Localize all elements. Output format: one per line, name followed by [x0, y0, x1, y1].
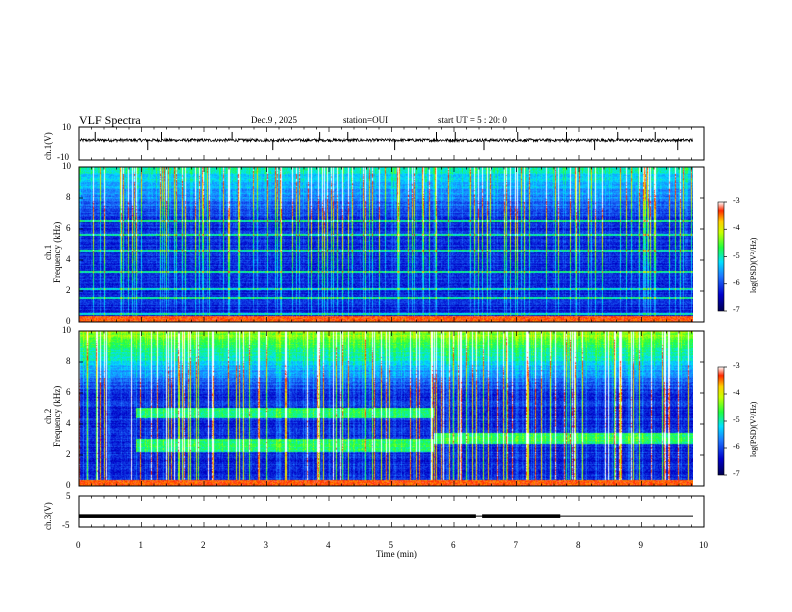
date-label: Dec.9 , 2025 [251, 115, 297, 125]
xtick-label: 8 [576, 540, 581, 550]
spec1-ytick-label: 8 [66, 192, 71, 202]
x-axis-label: Time (min) [376, 549, 417, 559]
axis-ticks [78, 127, 705, 527]
station-label: station=OUI [343, 115, 389, 125]
ch3-waveform-ylabel: ch.3(V) [43, 502, 53, 530]
spec1-ytick-label: 10 [62, 161, 71, 171]
colorbar1-tick-label: -6 [733, 277, 740, 287]
colorbar2-tick-label: -3 [733, 361, 740, 370]
spec1-ytick-label: 2 [66, 285, 71, 295]
ch2-colorbar [717, 366, 725, 476]
colorbar2-tick-label: -6 [733, 442, 740, 451]
ch3-thick-segment [482, 514, 561, 518]
spec1-ytick-label: 6 [66, 223, 71, 233]
spec1-ylabel: ch.1 Frequency (kHz) [43, 221, 63, 283]
xtick-label: 2 [201, 540, 206, 550]
ch2-spectrogram-image-holder [79, 331, 693, 486]
ch3-ytick-top: 5 [66, 491, 71, 501]
spec2-ytick-label: 10 [62, 325, 71, 335]
xtick-label: 1 [138, 540, 144, 550]
ch3-thick-segment [79, 514, 476, 518]
colorbar-ticks [724, 201, 727, 476]
xtick-label: 3 [263, 540, 269, 550]
xtick-label: 4 [326, 540, 331, 550]
colorbar1-tick-label: -7 [733, 305, 740, 314]
spec2-ytick-label: 2 [66, 449, 71, 459]
spec2-ylabel: ch.2 Frequency (kHz) [43, 385, 63, 447]
ch1-colorbar [717, 201, 725, 312]
ch1-waveform-panel [78, 126, 705, 161]
spec1-ytick-label: 0 [66, 316, 71, 326]
xtick-label: 6 [451, 540, 456, 550]
spec1-ytick-label: 4 [66, 254, 71, 264]
spec2-ytick-label: 0 [66, 480, 71, 490]
xtick-label: 10 [699, 540, 708, 550]
ch1-waveform-ylabel: ch.1(V) [43, 132, 53, 160]
ch1-spectrogram-image-holder [79, 167, 693, 322]
ch1-spectrogram-panel [78, 166, 705, 323]
spec2-ytick-label: 6 [66, 387, 71, 397]
start-time-label: start UT = 5 : 20: 0 [438, 115, 507, 125]
spec2-ytick-label: 8 [66, 356, 71, 366]
ch1-spectrogram-image [79, 167, 693, 322]
figure-title: VLF Spectra [79, 113, 141, 127]
xtick-label: 7 [513, 540, 519, 550]
spec2-ytick-label: 4 [66, 418, 71, 428]
colorbar1-tick-label: -3 [733, 196, 740, 205]
colorbar1-tick-label: -5 [733, 250, 740, 260]
xtick-label: 0 [76, 540, 81, 550]
colorbar2-tick-label: -5 [733, 415, 740, 424]
ch2-spectrogram-image [79, 331, 693, 486]
colorbar1-label: log(PSD)(V²/Hz) [749, 237, 758, 293]
colorbar1-tick-label: -4 [733, 223, 740, 233]
xtick-label: 5 [388, 540, 394, 550]
xtick-label: 9 [638, 540, 644, 550]
ch2-spectrogram-panel [78, 330, 705, 487]
ch3-ytick-bottom: -5 [62, 520, 70, 530]
colorbar2-tick-label: -7 [733, 469, 740, 478]
colorbar2-tick-label: -4 [733, 388, 740, 397]
ch3-waveform-trace [79, 514, 693, 518]
colorbar2-label: log(PSD)(V²/Hz) [749, 401, 758, 457]
ch1-waveform-trace [79, 137, 694, 144]
ch1-ytick-bottom: -10 [57, 152, 69, 162]
ch1-ytick-top: 10 [62, 122, 71, 132]
ch1-waveform-frame [78, 126, 705, 161]
